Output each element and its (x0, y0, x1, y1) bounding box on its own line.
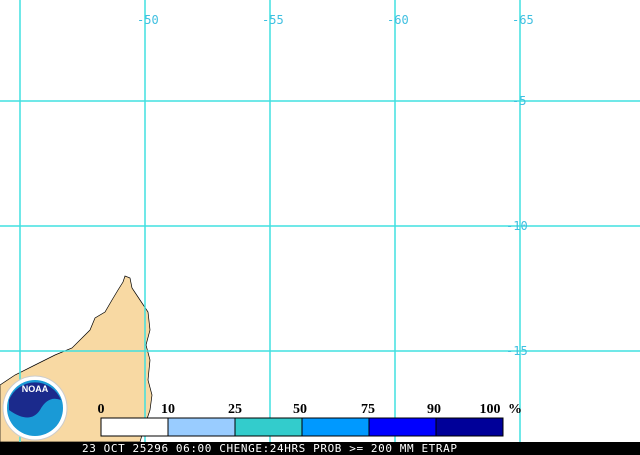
legend-label: 100 (480, 402, 501, 417)
legend-label: 0 (98, 402, 105, 417)
legend-swatch (301, 417, 370, 437)
legend-label: 90 (427, 402, 441, 417)
legend-swatch (435, 417, 504, 437)
caption: 23 OCT 25296 06:00 CHENGE:24HRS PROB >= … (82, 442, 458, 455)
noaa-logo: NOAA (2, 375, 68, 441)
legend-swatch (368, 417, 437, 437)
lat-label: -10 (506, 219, 528, 233)
logo-text: NOAA (22, 384, 49, 394)
lon-label: -50 (137, 13, 159, 27)
lon-label: -55 (262, 13, 284, 27)
legend-label: 10 (161, 402, 175, 417)
legend: 0 10 25 50 75 90 100 % (98, 402, 522, 437)
legend-label: 50 (293, 402, 307, 417)
legend-unit: % (508, 402, 522, 417)
lon-label: -60 (387, 13, 409, 27)
lat-label: -15 (506, 344, 528, 358)
caption-bar (0, 442, 640, 455)
lon-label: -65 (512, 13, 534, 27)
logo-top (9, 382, 61, 418)
lat-label: -5 (512, 94, 526, 108)
legend-label: 25 (228, 402, 242, 417)
legend-swatch (100, 417, 169, 437)
graticule (0, 0, 640, 442)
legend-label: 75 (361, 402, 375, 417)
legend-swatch (234, 417, 303, 437)
legend-swatch (167, 417, 236, 437)
